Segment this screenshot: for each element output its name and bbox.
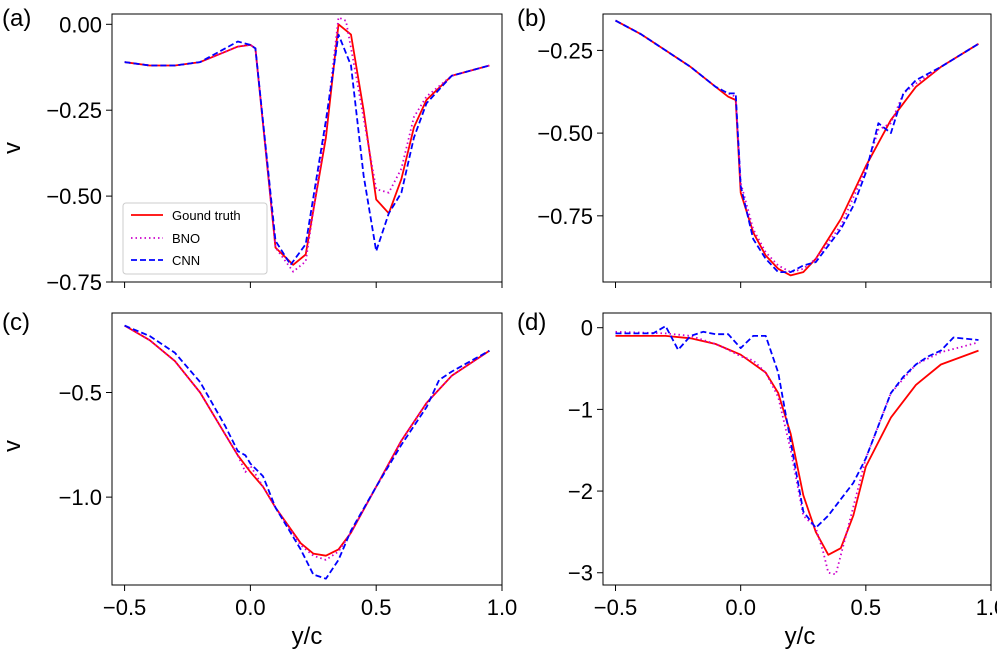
y-tick-label-d: −2 [568, 479, 593, 504]
y-tick-label-b: −0.25 [537, 38, 593, 63]
series-line-cnn-b [615, 19, 979, 274]
y-tick-label-b: −0.75 [537, 204, 593, 229]
series-line-bno-a [124, 16, 490, 273]
series-line-ground-truth-d [615, 334, 979, 556]
series-layer-d [615, 325, 979, 576]
x-tick-label-d: 0.5 [851, 595, 882, 620]
series-line-ground-truth-c [124, 324, 490, 557]
axes-layer-b: −0.25 −0.50 −0.75 [537, 13, 992, 288]
legend-frame [122, 202, 268, 275]
y-tick-label-d: 0 [581, 316, 593, 341]
axes-layer-c: −0.5 0.0 0.5 1.0 −0.5 −1.0 [59, 312, 518, 620]
axes-layer-d: −0.5 0.0 0.5 1.0 0 −1 −2 −3 [568, 312, 997, 620]
series-line-cnn-a [124, 33, 490, 266]
series-line-cnn-c [124, 324, 490, 580]
series-line-ground-truth-a [124, 23, 490, 266]
axes-layer-a: 0.00 −0.25 −0.50 −0.75 [46, 12, 503, 295]
panel-label-d: (d) [517, 309, 546, 336]
legend-label-ground-truth: Gound truth [172, 208, 241, 223]
x-tick-label-d: 0.0 [725, 595, 756, 620]
x-tick-label-c: 0.5 [361, 595, 392, 620]
panel-d: (d) y/c −0.5 0.0 0.5 1.0 0 −1 −2 −3 [517, 309, 997, 650]
y-tick-label-a: 0.00 [59, 12, 102, 37]
panel-label-c: (c) [2, 309, 30, 336]
panel-c: (c) v y/c −0.5 0.0 0.5 1.0 −0.5 −1.0 [0, 309, 517, 650]
y-axis-label-a: v [0, 142, 26, 154]
y-axis-label-c: v [0, 440, 26, 452]
x-axis-label-c: y/c [292, 623, 323, 650]
series-layer-b [615, 19, 979, 277]
y-tick-label-b: −0.50 [537, 121, 593, 146]
series-line-bno-d [615, 330, 979, 576]
series-line-ground-truth-b [615, 19, 979, 277]
series-layer-a [124, 16, 490, 273]
legend-label-cnn: CNN [172, 253, 200, 268]
y-tick-label-a: −0.25 [46, 98, 102, 123]
x-tick-label-c: 0.0 [235, 595, 266, 620]
panel-label-b: (b) [517, 5, 546, 32]
axes-frame-d [602, 312, 992, 586]
series-line-bno-c [124, 324, 490, 561]
axes-frame-a [111, 13, 503, 283]
y-tick-label-d: −3 [568, 561, 593, 586]
series-line-bno-b [615, 19, 979, 274]
panel-a: (a) v 0.00 −0.25 −0.50 −0.75 Gound truth BN… [0, 5, 503, 295]
x-tick-label-d: −0.5 [594, 595, 637, 620]
series-line-cnn-d [615, 325, 979, 529]
y-tick-label-c: −1.0 [59, 485, 102, 510]
axes-frame-c [111, 312, 503, 586]
legend-label-bno: BNO [172, 231, 200, 246]
x-tick-label-c: 1.0 [487, 595, 518, 620]
axes-frame-b [602, 13, 992, 283]
y-tick-label-a: −0.50 [46, 184, 102, 209]
y-tick-label-c: −0.5 [59, 381, 102, 406]
x-axis-label-d: y/c [785, 623, 816, 650]
y-tick-label-d: −1 [568, 397, 593, 422]
panel-b: (b) −0.25 −0.50 −0.75 [517, 5, 992, 288]
legend: Gound truth BNO CNN [122, 202, 268, 275]
x-tick-label-c: −0.5 [103, 595, 146, 620]
series-layer-c [124, 324, 490, 580]
panel-label-a: (a) [2, 5, 31, 32]
x-tick-label-d: 1.0 [976, 595, 997, 620]
y-tick-label-a: −0.75 [46, 270, 102, 295]
